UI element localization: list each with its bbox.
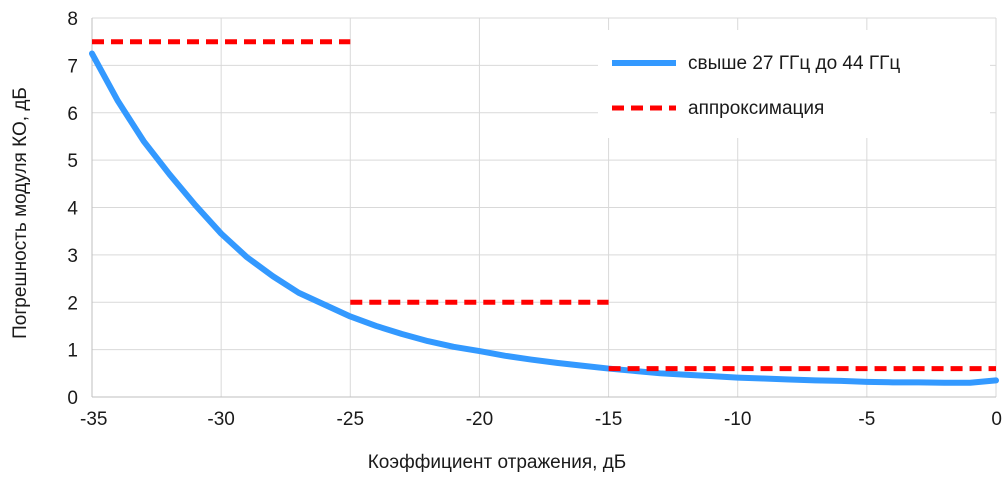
y-tick-label: 5: [67, 151, 78, 172]
x-axis-title: Коэффициент отражения, дБ: [368, 452, 627, 473]
y-tick-label: 6: [67, 104, 78, 125]
x-tick-label: -30: [207, 409, 234, 430]
legend-label: аппроксимация: [688, 98, 824, 119]
axes: 0 1 2 3 4 5 6 7 8 -35 -30 -25 -20 -15 -10 -5 0: [67, 9, 1002, 430]
legend-background: [598, 30, 990, 138]
x-tick-label: -25: [337, 409, 364, 430]
y-axis-title: Погрешность модуля КО, дБ: [10, 87, 31, 339]
series-group: [89, 39, 999, 386]
measured-series-line: [89, 50, 999, 386]
y-tick-label: 2: [67, 293, 78, 314]
x-tick-label: 0: [991, 409, 1002, 430]
y-tick-label: 8: [67, 9, 78, 30]
x-tick-label: -20: [466, 409, 493, 430]
grid: [91, 17, 997, 398]
y-tick-label: 3: [67, 246, 78, 267]
y-tick-label: 7: [67, 56, 78, 77]
y-tick-label: 0: [67, 388, 78, 409]
x-tick-label: -35: [80, 409, 107, 430]
legend-label: свыше 27 ГГц до 44 ГГц: [688, 53, 900, 74]
x-tick-label: -10: [724, 409, 751, 430]
y-tick-label: 1: [67, 341, 78, 362]
x-tick-label: -15: [595, 409, 622, 430]
legend: свыше 27 ГГц до 44 ГГц аппроксимация: [598, 30, 990, 138]
y-tick-label: 4: [67, 199, 78, 220]
x-tick-label: -5: [858, 409, 875, 430]
